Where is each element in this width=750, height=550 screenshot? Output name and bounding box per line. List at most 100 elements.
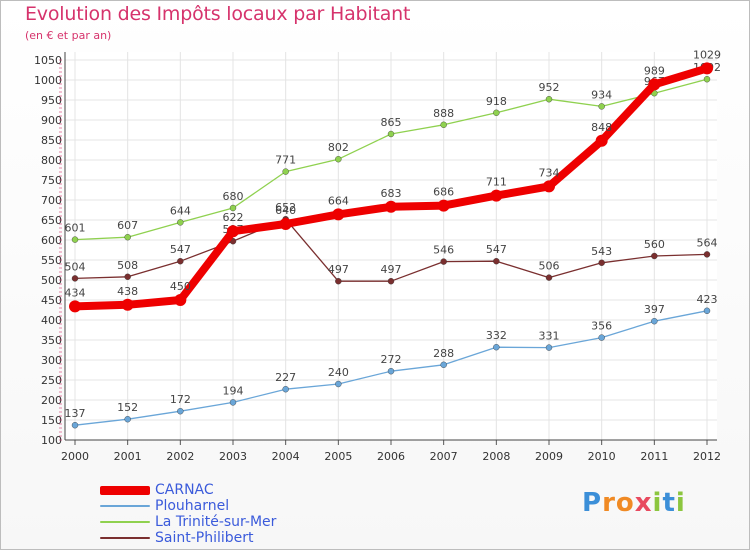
data-label: 664 bbox=[328, 194, 349, 207]
legend-item: CARNAC bbox=[100, 482, 276, 498]
chart-title: Evolution des Impôts locaux par Habitant bbox=[25, 3, 411, 25]
data-label: 711 bbox=[486, 176, 507, 189]
data-point bbox=[651, 318, 658, 325]
y-tick-label: 650 bbox=[41, 214, 62, 227]
data-label: 547 bbox=[486, 243, 507, 256]
data-point bbox=[598, 259, 605, 266]
logo-letter: x bbox=[634, 488, 653, 518]
x-tick-label: 2000 bbox=[61, 450, 89, 463]
y-tick-label: 500 bbox=[41, 274, 62, 287]
x-tick-label: 2005 bbox=[324, 450, 352, 463]
data-label: 331 bbox=[539, 330, 560, 343]
x-tick-label: 2004 bbox=[272, 450, 300, 463]
x-tick-label: 2008 bbox=[482, 450, 510, 463]
data-label: 802 bbox=[328, 141, 349, 154]
legend-label: Saint-Philibert bbox=[155, 530, 254, 546]
data-label: 952 bbox=[539, 81, 560, 94]
data-point bbox=[71, 236, 79, 243]
data-label: 601 bbox=[65, 222, 86, 235]
legend-label: CARNAC bbox=[155, 482, 214, 498]
y-tick-label: 100 bbox=[41, 434, 62, 447]
data-label: 497 bbox=[381, 263, 402, 276]
data-label: 771 bbox=[275, 154, 296, 167]
data-point bbox=[332, 208, 345, 221]
y-tick-label: 1000 bbox=[34, 74, 62, 87]
x-tick-label: 2011 bbox=[640, 450, 668, 463]
data-point bbox=[177, 258, 184, 265]
data-point bbox=[282, 386, 289, 393]
y-tick-label: 150 bbox=[41, 414, 62, 427]
x-tick-label: 2003 bbox=[219, 450, 247, 463]
logo-letter: t bbox=[662, 488, 676, 518]
legend-item: Saint-Philibert bbox=[100, 530, 276, 546]
proxiti-logo: Proxiti bbox=[582, 488, 686, 518]
y-tick-label: 800 bbox=[41, 154, 62, 167]
data-label: 918 bbox=[486, 95, 507, 108]
data-label: 683 bbox=[381, 187, 402, 200]
data-point bbox=[121, 298, 134, 311]
data-point bbox=[177, 219, 184, 226]
data-point bbox=[440, 258, 447, 265]
data-label: 607 bbox=[117, 219, 138, 232]
data-point bbox=[387, 278, 395, 285]
data-label: 172 bbox=[170, 393, 191, 406]
data-label: 152 bbox=[117, 401, 138, 414]
data-label: 622 bbox=[223, 211, 244, 224]
data-point bbox=[493, 109, 500, 117]
data-label: 680 bbox=[223, 190, 244, 203]
data-point bbox=[335, 155, 342, 163]
data-point bbox=[703, 75, 711, 83]
data-point bbox=[71, 422, 79, 429]
logo-letter: r bbox=[602, 488, 616, 518]
data-point bbox=[69, 300, 81, 313]
data-point bbox=[229, 204, 237, 212]
data-label: 506 bbox=[539, 260, 560, 273]
data-label: 640 bbox=[275, 204, 296, 217]
data-label: 504 bbox=[65, 260, 86, 273]
data-point bbox=[440, 361, 447, 368]
x-tick-label: 2006 bbox=[377, 450, 405, 463]
y-tick-label: 700 bbox=[41, 194, 62, 207]
data-point bbox=[648, 78, 661, 91]
x-tick-label: 2002 bbox=[166, 450, 194, 463]
data-label: 564 bbox=[697, 236, 718, 249]
data-label: 240 bbox=[328, 366, 349, 379]
data-point bbox=[598, 334, 605, 341]
data-label: 865 bbox=[381, 116, 402, 129]
data-label: 137 bbox=[65, 407, 86, 420]
data-label: 450 bbox=[170, 280, 191, 293]
data-label: 888 bbox=[433, 107, 454, 120]
x-tick-label: 2001 bbox=[114, 450, 142, 463]
data-point bbox=[490, 189, 503, 202]
x-tick-label: 2009 bbox=[535, 450, 563, 463]
data-point bbox=[545, 274, 553, 281]
data-point bbox=[545, 95, 553, 103]
data-point bbox=[227, 225, 239, 238]
x-tick-label: 2010 bbox=[588, 450, 616, 463]
data-label: 547 bbox=[170, 243, 191, 256]
logo-letter: P bbox=[582, 488, 603, 518]
data-label: 356 bbox=[591, 320, 612, 333]
legend-item: La Trinité-sur-Mer bbox=[100, 514, 276, 530]
data-point bbox=[279, 218, 292, 230]
data-label: 543 bbox=[591, 245, 612, 258]
data-label: 434 bbox=[65, 286, 86, 299]
y-tick-label: 450 bbox=[41, 294, 62, 307]
y-tick-label: 900 bbox=[41, 114, 62, 127]
data-point bbox=[595, 134, 608, 147]
y-tick-label: 1050 bbox=[34, 54, 62, 67]
legend-label: La Trinité-sur-Mer bbox=[155, 514, 277, 530]
x-tick-label: 2007 bbox=[430, 450, 458, 463]
data-point bbox=[335, 380, 342, 388]
logo-letter: o bbox=[615, 488, 635, 518]
data-point bbox=[177, 408, 184, 415]
data-point bbox=[282, 168, 289, 175]
data-point bbox=[598, 103, 605, 110]
x-tick-label: 2012 bbox=[693, 450, 721, 463]
data-label: 438 bbox=[117, 285, 138, 298]
data-point bbox=[701, 62, 713, 75]
data-point bbox=[493, 344, 500, 351]
y-tick-label: 250 bbox=[41, 374, 62, 387]
data-label: 194 bbox=[223, 384, 244, 397]
